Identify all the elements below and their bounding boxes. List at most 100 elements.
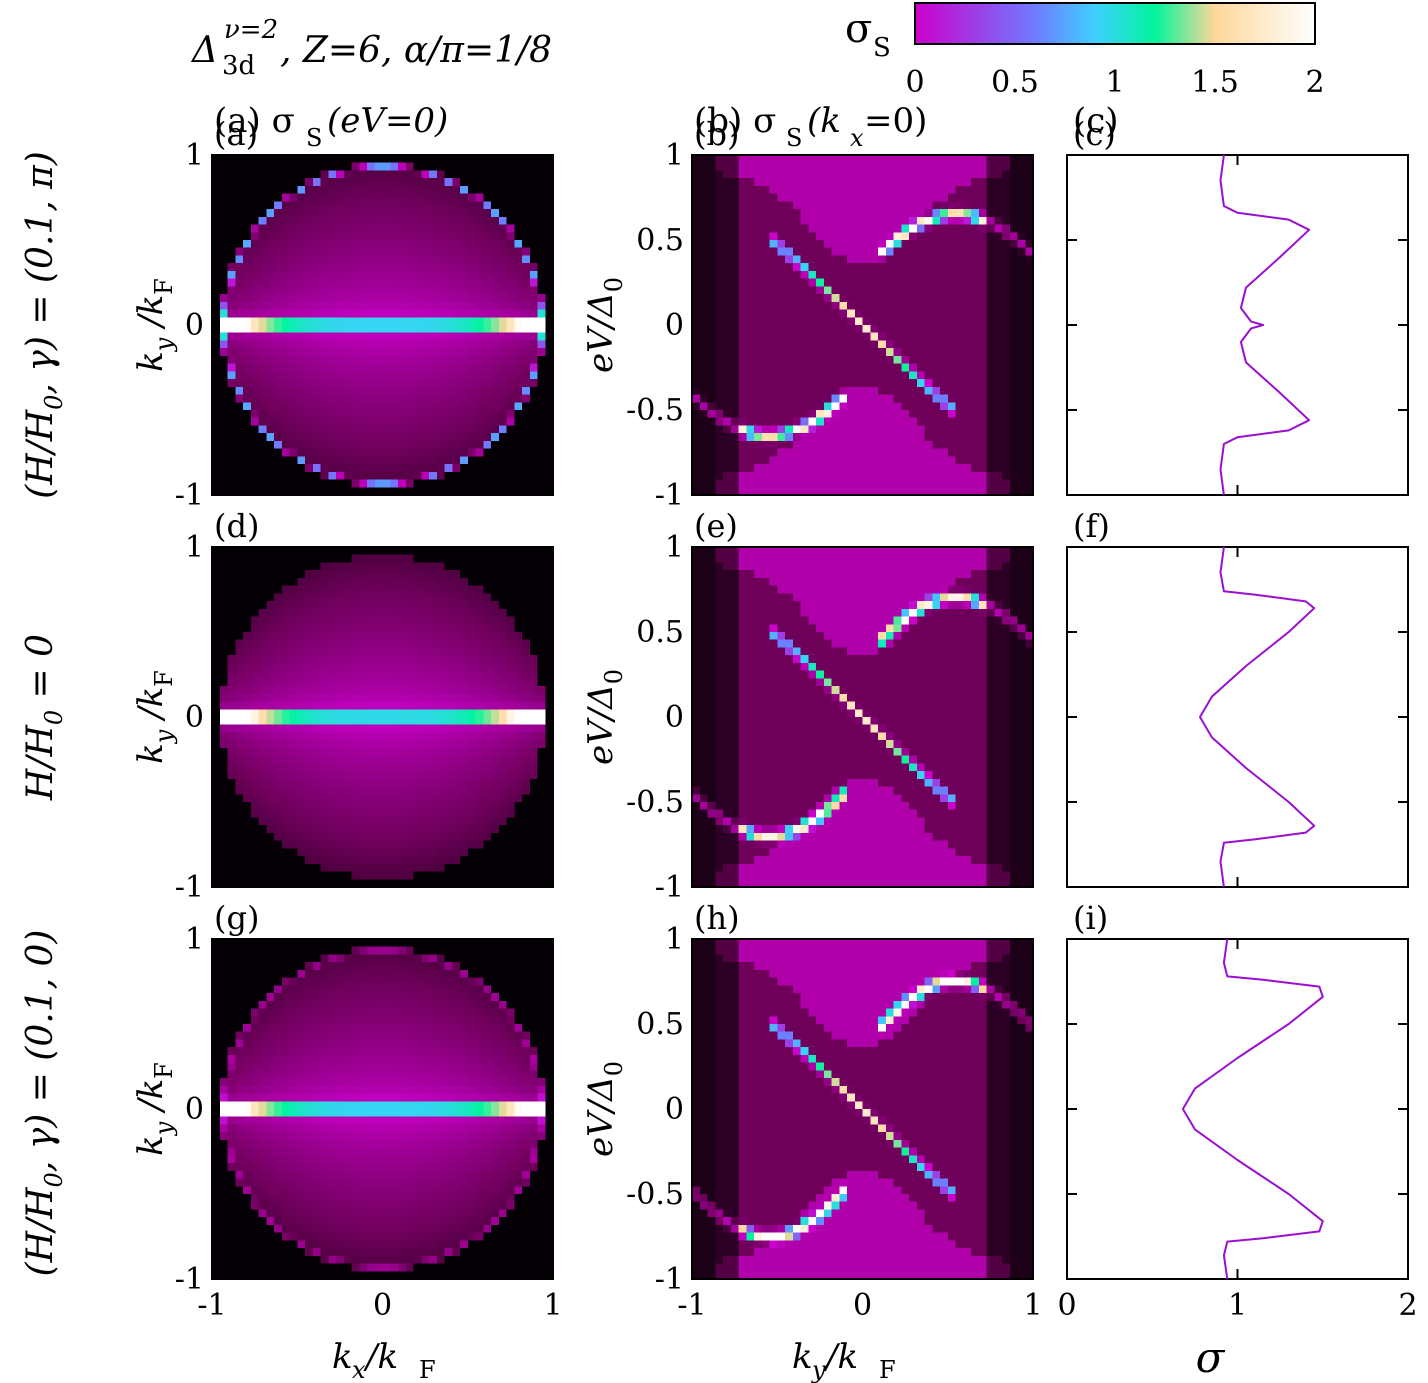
heatmap-cell [243, 655, 252, 664]
heatmap-cell [250, 417, 260, 427]
heatmap-cell [421, 170, 430, 179]
heatmap-cell [258, 577, 267, 587]
heatmap-cell [854, 270, 864, 280]
heatmap-cell [839, 255, 848, 264]
heatmap-cell [367, 686, 376, 695]
heatmap-cell [405, 554, 415, 564]
heatmap-cell [971, 232, 980, 241]
heatmap-cell [398, 655, 407, 664]
heatmap-cell [452, 639, 461, 649]
heatmap-cell [343, 332, 353, 342]
heatmap-cell [761, 425, 771, 434]
heatmap-cell [405, 325, 415, 334]
heatmap-cell [274, 701, 283, 710]
heatmap-cell [250, 394, 260, 403]
heatmap-cell [429, 417, 438, 427]
heatmap-cell [730, 440, 740, 450]
heatmap-cell [761, 309, 771, 318]
heatmap-cell [986, 340, 995, 349]
heatmap-cell [258, 709, 267, 718]
heatmap-cell [522, 487, 531, 496]
heatmap-cell [243, 464, 252, 473]
heatmap-cell [212, 562, 221, 571]
heatmap-cell [800, 216, 809, 226]
heatmap-cell [498, 487, 508, 496]
heatmap-cell [312, 616, 322, 625]
heatmap-cell [250, 562, 260, 571]
heatmap-cell [212, 301, 221, 311]
heatmap-cell [862, 294, 871, 303]
heatmap-cell [274, 717, 283, 726]
heatmap-cell [235, 440, 244, 450]
heatmap-cell [808, 317, 817, 326]
heatmap-cell [289, 562, 298, 571]
heatmap-cell [405, 639, 415, 649]
heatmap-cell [281, 554, 291, 564]
heatmap-cell [932, 263, 941, 272]
heatmap-cell [506, 386, 515, 396]
heatmap-cell [289, 425, 298, 434]
heatmap-cell [274, 402, 283, 411]
heatmap-cell [343, 386, 353, 396]
heatmap-cell [738, 332, 747, 342]
heatmap-cell [475, 278, 484, 287]
heatmap-cell [514, 686, 523, 695]
heatmap-cell [483, 471, 492, 481]
heatmap-cell [289, 608, 298, 618]
heatmap-cell [839, 309, 848, 318]
heatmap-cell [421, 686, 430, 695]
heatmap-cell [336, 717, 345, 726]
heatmap-cell [491, 554, 500, 564]
heatmap-cell [336, 693, 345, 703]
heatmap-cell [955, 216, 964, 226]
heatmap-cell [862, 185, 871, 195]
heatmap-cell [351, 662, 360, 672]
heatmap-cell [351, 425, 360, 434]
heatmap-cell [266, 309, 275, 318]
heatmap-cell [545, 270, 554, 280]
heatmap-cell [862, 209, 871, 218]
heatmap-cell [374, 155, 384, 164]
heatmap-cell [963, 255, 972, 264]
heatmap-cell [460, 464, 469, 473]
heatmap-cell [707, 224, 716, 233]
heatmap-cell [831, 464, 840, 473]
colorbar-tick-label: 1.5 [1191, 65, 1239, 100]
heatmap-cell [289, 570, 298, 579]
heatmap-cell [359, 240, 368, 249]
heatmap-cell [444, 701, 453, 710]
heatmap-cell [359, 547, 368, 556]
heatmap-cell [916, 270, 926, 280]
heatmap-cell [219, 278, 229, 287]
heatmap-cell [506, 270, 515, 280]
heatmap-cell [1025, 301, 1034, 311]
heatmap-cell [738, 178, 747, 187]
heatmap-cell [258, 608, 267, 618]
heatmap-cell [514, 616, 523, 625]
heatmap-cell [281, 616, 291, 625]
heatmap-cell [994, 278, 1003, 287]
heatmap-cell [351, 185, 360, 195]
heatmap-cell [971, 155, 980, 164]
heatmap-cell [971, 487, 980, 496]
heatmap-cell [506, 232, 515, 241]
heatmap-cell [328, 224, 337, 233]
heatmap-cell [421, 371, 430, 380]
heatmap-cell [955, 301, 964, 311]
heatmap-cell [839, 240, 848, 249]
heatmap-cell [475, 678, 484, 687]
heatmap-cell [429, 632, 438, 641]
heatmap-cell [452, 456, 461, 465]
heatmap-cell [483, 479, 492, 488]
heatmap-cell [467, 193, 477, 202]
heatmap-cell [754, 185, 763, 195]
heatmap-cell [514, 278, 523, 287]
heatmap-cell [498, 433, 508, 442]
heatmap-cell [405, 232, 415, 241]
heatmap-cell [328, 355, 337, 365]
heatmap-cell [506, 464, 515, 473]
heatmap-cell [916, 255, 926, 264]
heatmap-cell [212, 340, 221, 349]
heatmap-cell [258, 286, 267, 295]
heatmap-cell [374, 340, 384, 349]
